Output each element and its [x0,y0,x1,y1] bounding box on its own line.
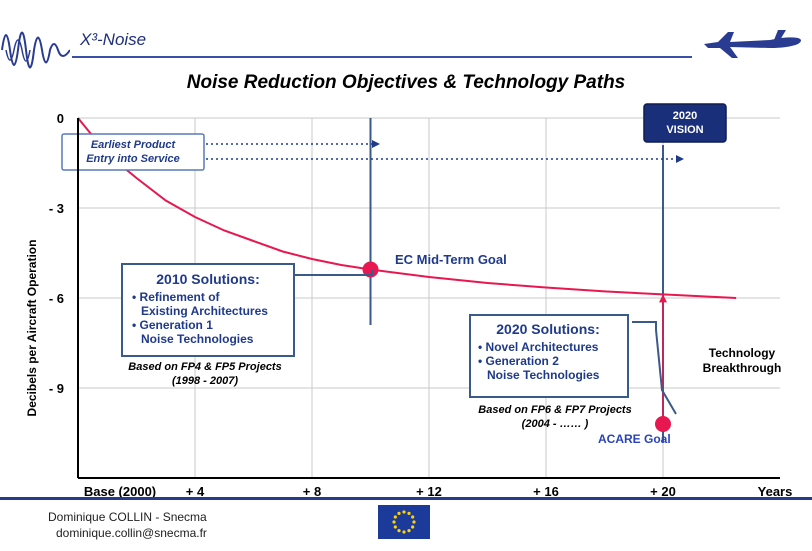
arrowhead-up [659,294,667,303]
goal-point [655,416,671,432]
x-tick-label: + 16 [533,484,559,499]
solutions-2020-connector [632,321,677,415]
eu-star-icon [397,511,401,515]
entry-box-line: Entry into Service [86,153,180,165]
solutions-2010-note: Based on FP4 & FP5 Projects [128,361,281,373]
eu-star-icon [402,530,406,534]
solutions-2020-title: 2020 Solutions: [496,321,599,337]
solutions-2010-item: Existing Architectures [141,304,268,318]
goal-point [362,261,379,278]
solutions-2020-note: (2004 - …… ) [522,418,589,430]
footer-author: Dominique COLLIN - Snecma [48,510,207,524]
y-tick-label: - 6 [49,291,64,306]
solutions-2010-connector [294,270,373,276]
solutions-2010-title: 2010 Solutions: [156,271,259,287]
vision-box-line: VISION [666,124,703,136]
page-title: Noise Reduction Objectives & Technology … [186,72,626,93]
breakthrough-label: Breakthrough [703,361,782,375]
eu-star-icon [411,525,415,529]
solutions-2010-note: (1998 - 2007) [172,375,238,387]
solutions-2010-box [121,263,295,357]
entry-box-line: Earliest Product [91,139,177,151]
x-tick-label: + 8 [303,484,321,499]
goal-label: EC Mid-Term Goal [395,252,507,267]
solutions-2020-item: • Generation 2 [478,354,559,368]
solutions-2020-item: • Novel Architectures [478,340,599,354]
x-tick-label: Base (2000) [84,484,156,499]
brand-name: X³-Noise [80,30,147,49]
airplane-icon [704,30,801,58]
eu-star-icon [402,510,406,514]
x-tick-label: + 4 [186,484,205,499]
x-tick-label: + 20 [650,484,676,499]
eu-star-icon [392,520,396,524]
solutions-2020-note: Based on FP6 & FP7 Projects [478,404,631,416]
eu-star-icon [393,525,397,529]
eu-star-icon [411,515,415,519]
eu-flag-icon [378,505,430,539]
solutions-2020-item: Noise Technologies [487,368,600,382]
breakthrough-label: Technology [709,346,776,360]
header-divider [72,56,692,58]
entry-box [61,133,205,171]
eu-star-icon [407,529,411,533]
y-tick-label: 0 [57,111,64,126]
vision-box-line: 2020 [673,110,697,122]
wave-logo-icon [1,31,70,69]
eu-star-icon [412,520,416,524]
solutions-2020-box [469,314,629,398]
eu-star-icon [397,529,401,533]
eu-star-icon [407,511,411,515]
arrowhead-right [372,140,380,148]
y-tick-label: - 9 [49,381,64,396]
eu-star-icon [393,515,397,519]
y-tick-label: - 3 [49,201,64,216]
footer-email: dominique.collin@snecma.fr [56,526,207,540]
y-axis-label: Decibels per Aircraft Operation [25,240,39,417]
x-unit-label: Years [758,484,793,499]
x-tick-label: + 12 [416,484,442,499]
solutions-2010-item: • Refinement of [132,290,221,304]
goal-label: ACARE Goal [598,432,671,446]
vision-box [643,103,727,143]
arrowhead-right [676,155,684,163]
solutions-2010-item: • Generation 1 [132,318,213,332]
solutions-2010-item: Noise Technologies [141,332,254,346]
footer-divider [0,497,812,500]
